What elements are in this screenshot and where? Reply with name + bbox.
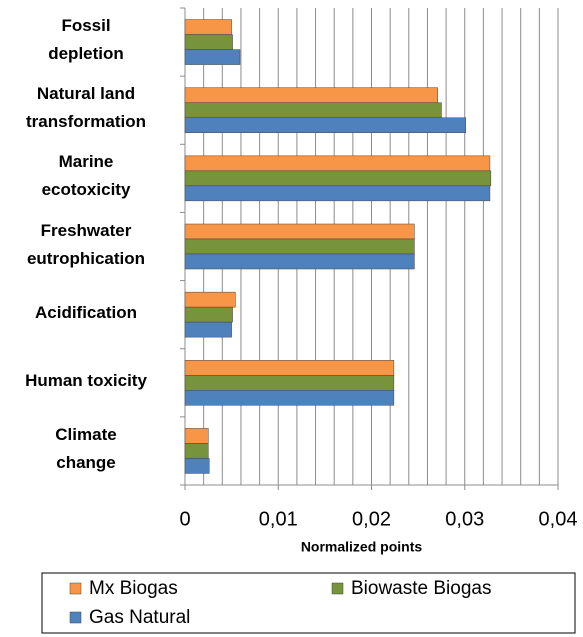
bar	[184, 185, 491, 202]
bar	[184, 375, 395, 391]
legend-label: Mx Biogas	[89, 578, 178, 599]
y-tick-label: Human toxicity	[25, 370, 147, 390]
bar	[184, 458, 210, 474]
bar	[184, 321, 232, 338]
bar	[184, 360, 395, 376]
bar	[184, 102, 442, 118]
bar	[184, 390, 395, 406]
x-tick-label: 0	[179, 508, 190, 530]
y-tick-label: Fossil depletion	[48, 16, 124, 64]
x-tick-label: 0,04	[539, 508, 578, 530]
legend-label: Gas Natural	[89, 607, 190, 628]
legend-label: Biowaste Biogas	[351, 578, 491, 599]
y-tick-label: Natural land transformation	[26, 84, 146, 132]
bar	[184, 117, 466, 133]
bar	[184, 291, 236, 308]
y-tick-label: Climate change	[55, 424, 117, 472]
bar	[184, 19, 232, 35]
x-tick-label: 0,01	[259, 508, 298, 530]
legend-box	[41, 572, 576, 634]
bar	[184, 428, 209, 444]
y-tick-label: Marine ecotoxicity	[41, 152, 131, 200]
legend-swatch	[69, 582, 82, 595]
bar	[184, 306, 233, 323]
bar	[184, 34, 233, 50]
bar	[184, 223, 415, 240]
x-tick-label: 0,03	[445, 508, 484, 530]
legend-swatch	[331, 582, 344, 595]
x-tick-label: 0,02	[352, 508, 391, 530]
bar	[184, 443, 209, 459]
bar	[184, 170, 492, 187]
bar	[184, 253, 415, 270]
x-axis-title: Normalized points	[301, 539, 423, 555]
bar	[184, 87, 438, 103]
bar	[184, 238, 415, 255]
y-tick-label: Acidification	[34, 302, 137, 322]
legend-swatch	[69, 611, 82, 624]
bar	[184, 49, 241, 65]
bar	[184, 155, 491, 172]
y-tick-label: Freshwater eutrophication	[26, 220, 146, 268]
